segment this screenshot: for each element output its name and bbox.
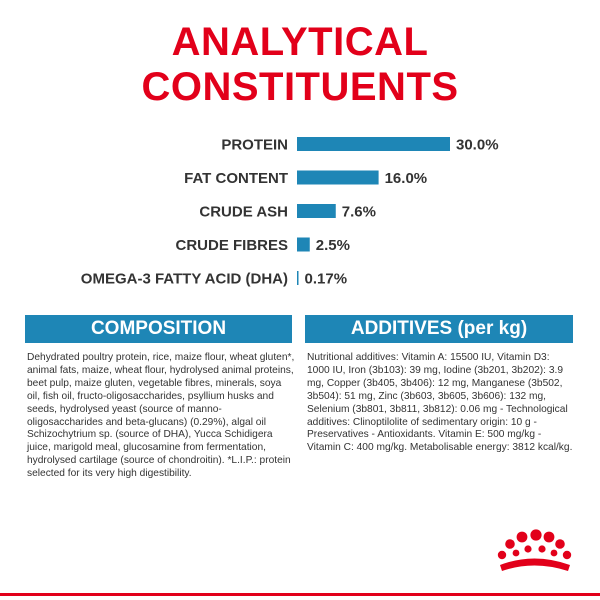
value-label: 2.5% bbox=[316, 237, 350, 254]
category-label: OMEGA-3 FATTY ACID (DHA) bbox=[81, 271, 288, 288]
bar bbox=[297, 204, 336, 218]
bar bbox=[297, 271, 299, 285]
composition-text: Dehydrated poultry protein, rice, maize … bbox=[27, 352, 295, 480]
value-label: 30.0% bbox=[456, 137, 499, 154]
composition-heading: COMPOSITION bbox=[25, 315, 292, 343]
analytical-constituents-chart: PROTEIN 30.0% FAT CONTENT 16.0% CRUDE ASH 7.6… bbox=[81, 137, 499, 288]
value-label: 0.17% bbox=[305, 271, 348, 288]
category-label: CRUDE FIBRES bbox=[175, 237, 288, 254]
additives-heading: ADDITIVES (per kg) bbox=[305, 315, 573, 343]
bottom-rule bbox=[0, 593, 600, 596]
page-title-line1: ANALYTICAL bbox=[171, 20, 429, 64]
bar bbox=[297, 237, 310, 252]
page-title-line2: CONSTITUENTS bbox=[141, 65, 459, 109]
category-label: FAT CONTENT bbox=[184, 170, 288, 187]
bar bbox=[297, 137, 450, 151]
value-label: 16.0% bbox=[385, 170, 428, 187]
additives-text: Nutritional additives: Vitamin A: 15500 … bbox=[307, 352, 573, 454]
category-label: PROTEIN bbox=[221, 137, 288, 154]
crown-icon bbox=[497, 529, 572, 571]
value-label: 7.6% bbox=[342, 204, 376, 221]
bar bbox=[297, 170, 379, 185]
category-label: CRUDE ASH bbox=[199, 204, 288, 221]
